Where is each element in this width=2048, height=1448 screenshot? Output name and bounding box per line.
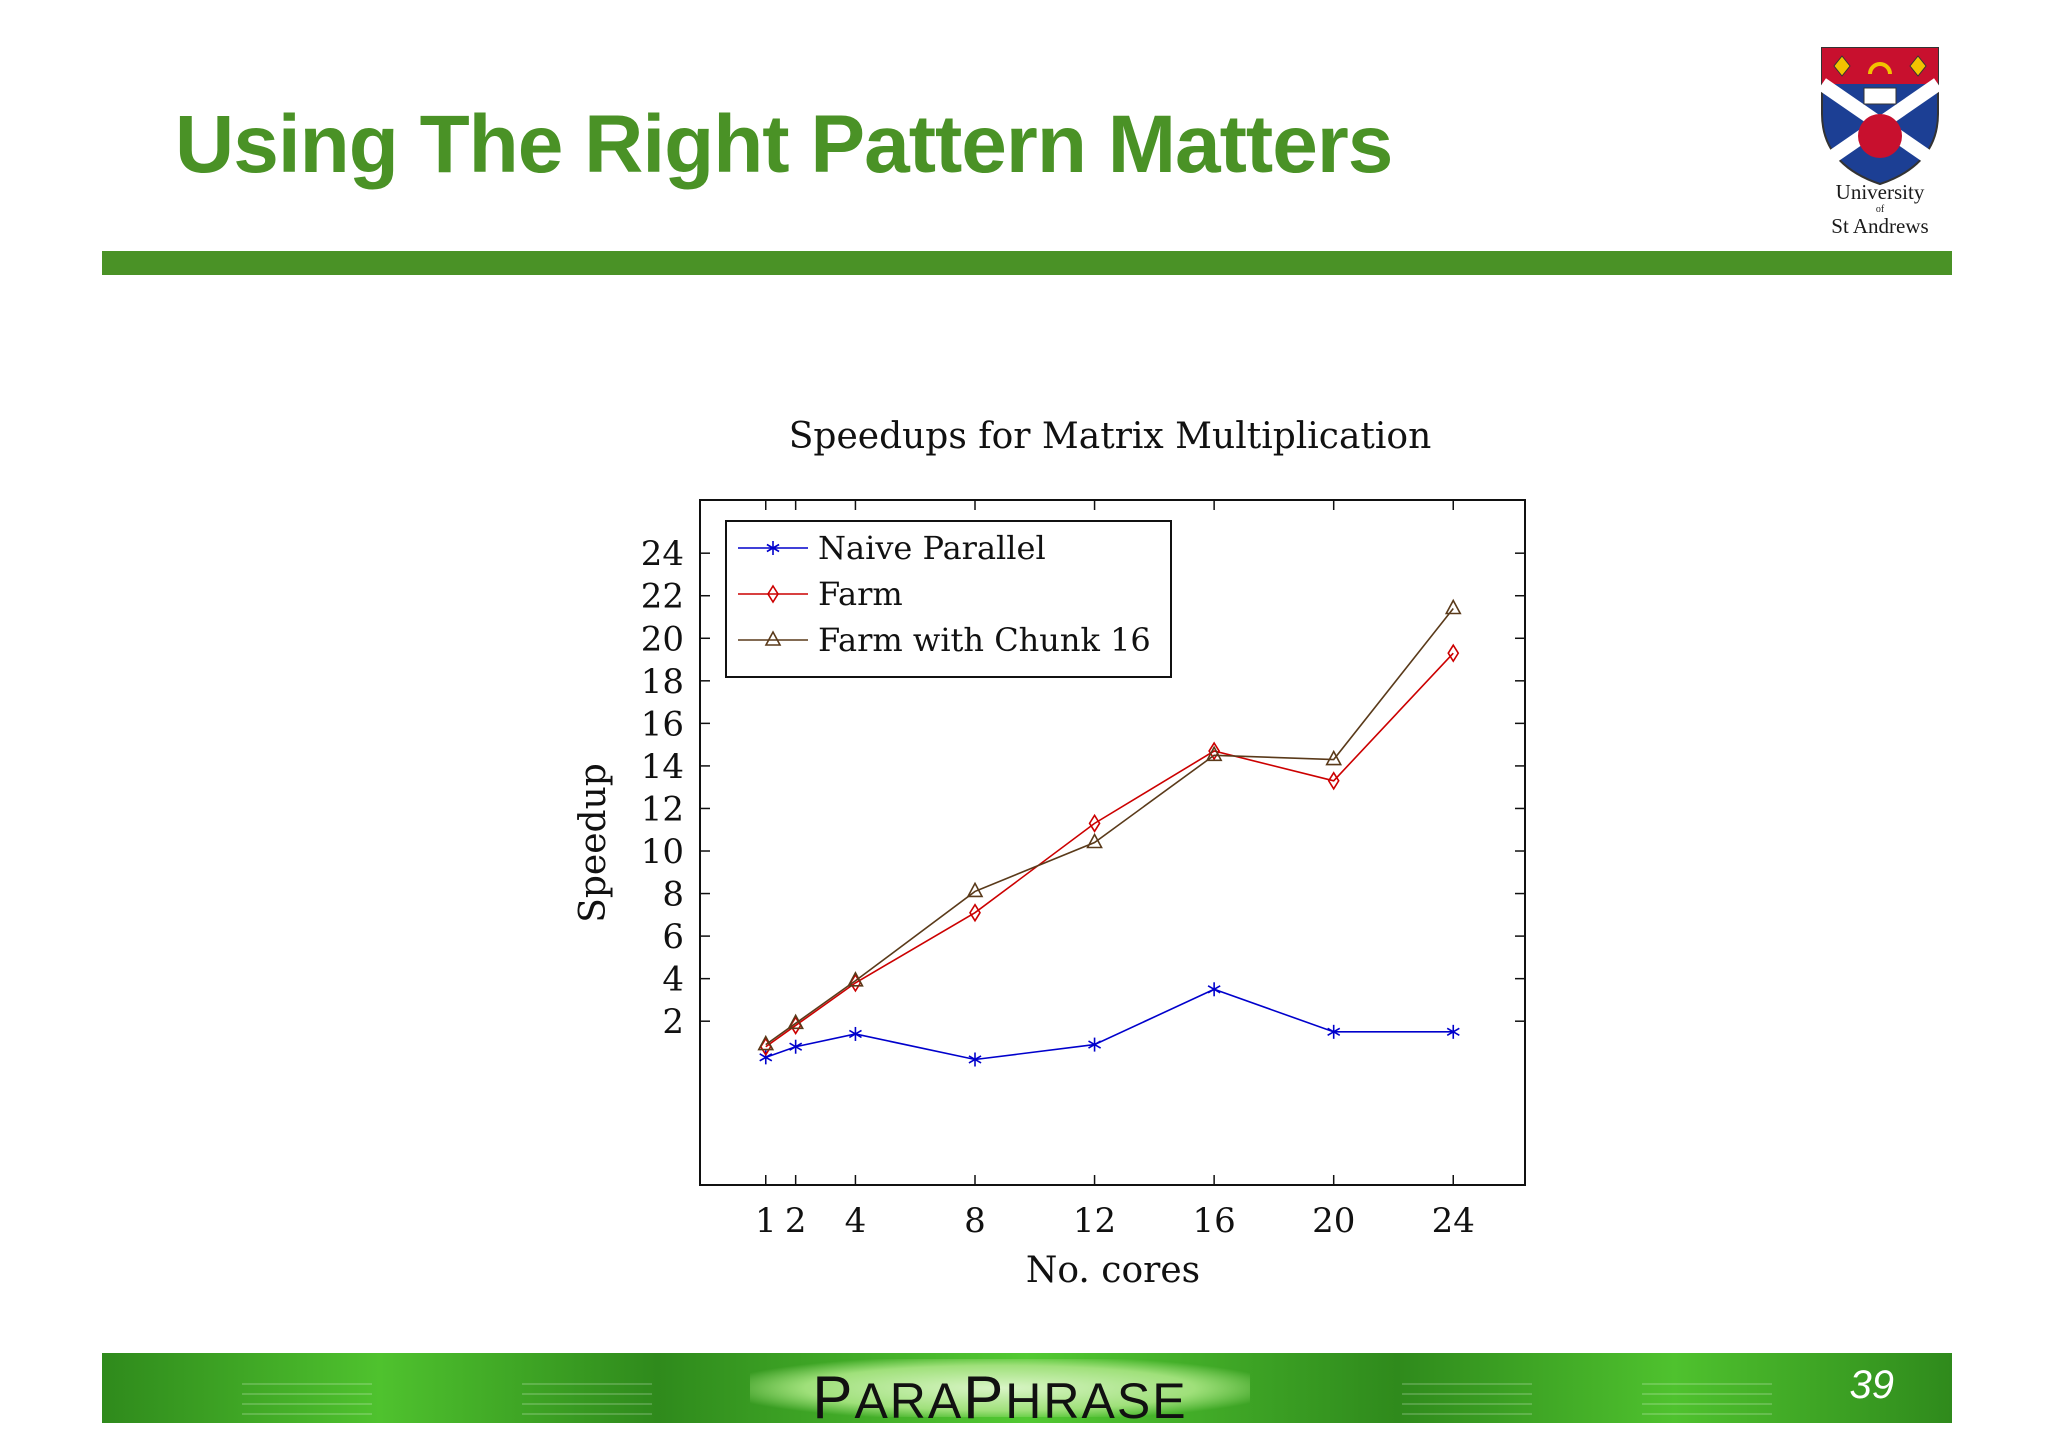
x-tick-label: 24 bbox=[1432, 1201, 1475, 1241]
data-point-1 bbox=[1208, 741, 1221, 761]
y-tick-label: 14 bbox=[641, 747, 684, 787]
y-tick-label: 10 bbox=[641, 832, 684, 872]
data-point-1 bbox=[969, 903, 981, 923]
series-line-0 bbox=[765, 988, 1454, 1061]
paraphrase-logo-text: PARAPHRASE bbox=[812, 1364, 1188, 1423]
data-point-1 bbox=[1088, 813, 1101, 833]
y-tick-label: 8 bbox=[662, 875, 684, 915]
paraphrase-logo: PARAPHRASE bbox=[750, 1359, 1250, 1423]
x-tick-label: 20 bbox=[1312, 1201, 1355, 1241]
y-tick-label: 18 bbox=[641, 662, 684, 702]
x-tick-label: 12 bbox=[1073, 1201, 1116, 1241]
data-point-0 bbox=[759, 1050, 773, 1065]
y-tick-label: 22 bbox=[641, 577, 684, 617]
y-tick-label: 4 bbox=[662, 960, 684, 1000]
x-tick-label: 16 bbox=[1192, 1201, 1235, 1241]
data-point-2 bbox=[757, 1034, 775, 1051]
y-tick-label: 2 bbox=[662, 1002, 684, 1042]
legend-entry-label: Naive Parallel bbox=[818, 529, 1046, 567]
footer-decoration bbox=[1402, 1375, 1532, 1415]
footer-banner: PARAPHRASE 39 bbox=[102, 1353, 1952, 1423]
data-point-0 bbox=[1207, 982, 1221, 997]
data-point-0 bbox=[789, 1039, 803, 1054]
title-underline-bar bbox=[102, 251, 1952, 275]
footer-decoration bbox=[522, 1375, 652, 1415]
y-tick-label: 16 bbox=[641, 704, 684, 744]
y-axis-label: Speedup bbox=[573, 763, 614, 923]
series-line-2 bbox=[765, 607, 1454, 1046]
slide-title: Using The Right Pattern Matters bbox=[175, 99, 1393, 190]
legend-marker bbox=[764, 630, 782, 646]
y-tick-label: 20 bbox=[641, 619, 684, 659]
data-point-0 bbox=[968, 1052, 982, 1067]
logo-text-of: of bbox=[1875, 204, 1885, 215]
chart-legend: Naive Parallel Farm Farm with Chunk 16 bbox=[725, 520, 1172, 678]
logo-text-university: University bbox=[1835, 180, 1925, 204]
data-point-1 bbox=[1447, 643, 1460, 663]
x-tick-label: 8 bbox=[964, 1201, 986, 1241]
page-number: 39 bbox=[1849, 1363, 1895, 1407]
data-point-0 bbox=[848, 1026, 862, 1041]
x-axis-label: No. cores bbox=[1026, 1250, 1200, 1291]
data-point-2 bbox=[1444, 598, 1462, 615]
data-point-1 bbox=[1327, 771, 1340, 791]
data-point-2 bbox=[847, 971, 864, 987]
data-point-0 bbox=[1327, 1024, 1341, 1039]
x-tick-label: 1 bbox=[755, 1201, 777, 1241]
data-point-2 bbox=[1205, 745, 1223, 762]
logo-text-st-andrews: St Andrews bbox=[1831, 214, 1929, 238]
data-point-0 bbox=[1088, 1037, 1102, 1052]
footer-decoration bbox=[1642, 1375, 1772, 1415]
series-line-1 bbox=[765, 652, 1454, 1048]
legend-entry-label: Farm with Chunk 16 bbox=[818, 621, 1151, 659]
y-tick-label: 24 bbox=[641, 534, 684, 574]
legend-marker bbox=[767, 584, 779, 604]
university-crest-icon bbox=[1820, 47, 1940, 186]
legend-entry-label: Farm bbox=[818, 575, 903, 613]
y-tick-label: 12 bbox=[641, 789, 684, 829]
plot-frame bbox=[699, 499, 1526, 1186]
y-tick-label: 6 bbox=[662, 917, 684, 957]
data-point-2 bbox=[1325, 749, 1343, 766]
data-point-2 bbox=[787, 1013, 804, 1030]
x-tick-label: 4 bbox=[845, 1201, 867, 1241]
legend-marker bbox=[766, 541, 780, 555]
footer-decoration bbox=[242, 1375, 372, 1415]
data-point-2 bbox=[966, 881, 984, 898]
data-point-2 bbox=[1086, 832, 1103, 849]
data-point-0 bbox=[1446, 1024, 1460, 1039]
x-tick-label: 2 bbox=[785, 1201, 807, 1241]
chart-title: Speedups for Matrix Multiplication bbox=[789, 416, 1432, 457]
